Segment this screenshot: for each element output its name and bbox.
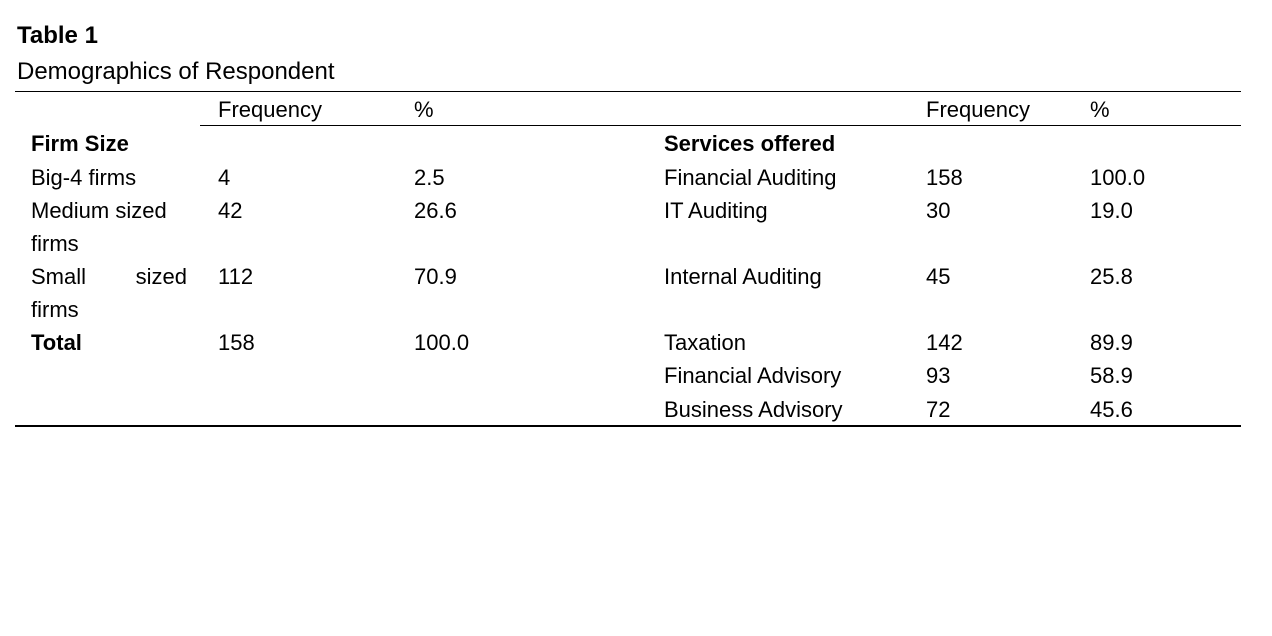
- row-frequency-medium: 42: [218, 198, 243, 223]
- row-label-small: Small sized: [31, 264, 187, 290]
- service-frequency-business-advisory: 72: [926, 397, 951, 422]
- row-label-medium: Medium sized: [31, 198, 167, 223]
- row-percent-total: 100.0: [414, 330, 470, 355]
- row-percent-medium: 26.6: [414, 198, 457, 223]
- service-percent-internal-auditing: 25.8: [1090, 264, 1133, 289]
- top-rule: [15, 91, 1241, 92]
- service-label-financial-auditing: Financial Auditing: [664, 165, 837, 190]
- row-label-big4: Big-4 firms: [31, 165, 137, 190]
- table-subtitle: Demographics of Respondent: [17, 58, 335, 85]
- header-left-percent: %: [414, 97, 434, 122]
- row-frequency-total: 158: [218, 330, 255, 355]
- service-label-business-advisory: Business Advisory: [664, 397, 843, 422]
- service-frequency-taxation: 142: [926, 330, 963, 355]
- section-services-offered: Services offered: [664, 131, 836, 156]
- header-rule: [200, 125, 1241, 126]
- row-percent-big4: 2.5: [414, 165, 445, 190]
- service-frequency-it-auditing: 30: [926, 198, 951, 223]
- header-left-frequency: Frequency: [218, 97, 322, 122]
- service-percent-business-advisory: 45.6: [1090, 397, 1133, 422]
- table-title: Table 1: [17, 22, 98, 49]
- row-label-small-word2: sized: [135, 264, 187, 289]
- service-percent-financial-advisory: 58.9: [1090, 363, 1133, 388]
- service-frequency-internal-auditing: 45: [926, 264, 951, 289]
- row-percent-small: 70.9: [414, 264, 457, 289]
- service-label-it-auditing: IT Auditing: [664, 198, 768, 223]
- service-label-financial-advisory: Financial Advisory: [664, 363, 842, 388]
- row-frequency-small: 112: [218, 264, 254, 289]
- section-firm-size: Firm Size: [31, 131, 129, 156]
- service-percent-financial-auditing: 100.0: [1090, 165, 1146, 190]
- header-right-percent: %: [1090, 97, 1110, 122]
- service-label-taxation: Taxation: [664, 330, 746, 355]
- row-label-small-word1: Small: [31, 264, 87, 289]
- row-label-medium-line2: firms: [31, 231, 79, 256]
- row-label-small-line2: firms: [31, 297, 79, 322]
- service-frequency-financial-advisory: 93: [926, 363, 951, 388]
- service-percent-it-auditing: 19.0: [1090, 198, 1133, 223]
- row-label-total: Total: [31, 330, 82, 355]
- service-frequency-financial-auditing: 158: [926, 165, 963, 190]
- service-label-internal-auditing: Internal Auditing: [664, 264, 822, 289]
- bottom-rule: [15, 425, 1241, 427]
- header-right-frequency: Frequency: [926, 97, 1030, 122]
- row-frequency-big4: 4: [218, 165, 231, 190]
- service-percent-taxation: 89.9: [1090, 330, 1133, 355]
